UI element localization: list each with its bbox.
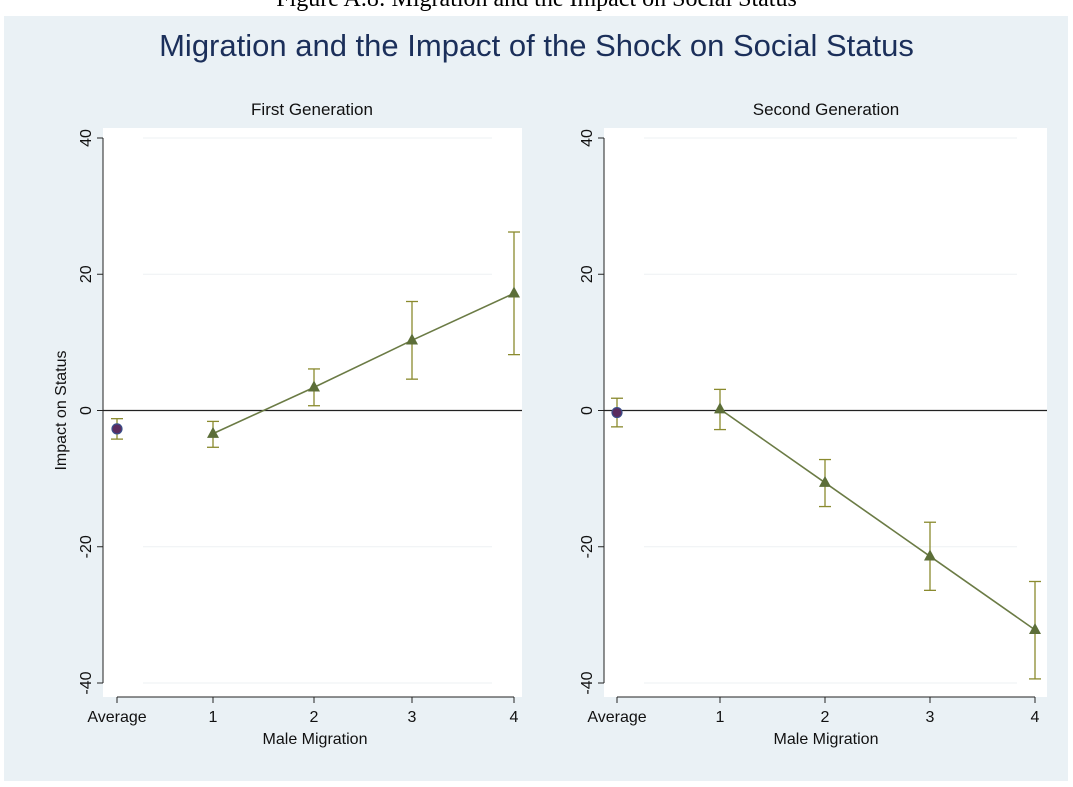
y-tick-label: 0 xyxy=(78,406,95,415)
series-line xyxy=(719,408,1036,631)
x-tick-label: 1 xyxy=(209,709,218,726)
x-tick-label: Average xyxy=(587,709,646,726)
panel-title: Second Generation xyxy=(753,100,900,119)
x-tick-label: 2 xyxy=(821,709,830,726)
panel-title: First Generation xyxy=(251,100,373,119)
y-tick-label: 20 xyxy=(579,265,596,283)
figure-caption: Figure A.8: Migration and the Impact on … xyxy=(0,0,1073,13)
y-tick-label: -40 xyxy=(78,671,95,694)
y-tick-label: 0 xyxy=(579,406,596,415)
y-tick-label: 40 xyxy=(579,129,596,147)
plot-area xyxy=(604,128,1047,697)
data-point xyxy=(308,380,320,392)
data-point xyxy=(924,549,936,561)
x-tick-label: 3 xyxy=(926,709,935,726)
panel-2: -40 -20 0 20 40 Average 1 2 3 4 Second Generation M… xyxy=(579,100,1047,748)
x-tick-label: 2 xyxy=(310,709,319,726)
x-tick-label: Average xyxy=(87,709,146,726)
y-tick-label: -20 xyxy=(579,535,596,558)
x-tick-label: 3 xyxy=(408,709,417,726)
chart-title: Migration and the Impact of the Shock on… xyxy=(159,28,914,63)
average-point xyxy=(611,406,623,419)
y-tick-label: 20 xyxy=(78,265,95,283)
data-point xyxy=(819,475,831,487)
y-axis-title: Impact on Status xyxy=(53,350,70,470)
x-tick-label: 4 xyxy=(510,709,519,726)
x-tick-label: 4 xyxy=(1031,709,1040,726)
average-point xyxy=(111,423,123,435)
panel-1: -40 -20 0 20 40 Average 1 2 3 4 First Generation Ma… xyxy=(53,100,522,748)
series-line xyxy=(212,292,515,435)
y-tick-label: 40 xyxy=(78,129,95,147)
data-point xyxy=(406,333,418,345)
data-point xyxy=(508,286,520,298)
data-point xyxy=(714,402,726,414)
x-axis-title: Male Migration xyxy=(774,731,879,748)
plot-area xyxy=(103,128,522,697)
x-axis-title: Male Migration xyxy=(263,731,368,748)
x-tick-label: 1 xyxy=(716,709,725,726)
data-point xyxy=(207,426,219,438)
y-tick-label: -20 xyxy=(78,535,95,558)
data-point xyxy=(1029,623,1041,635)
y-tick-label: -40 xyxy=(579,671,596,694)
